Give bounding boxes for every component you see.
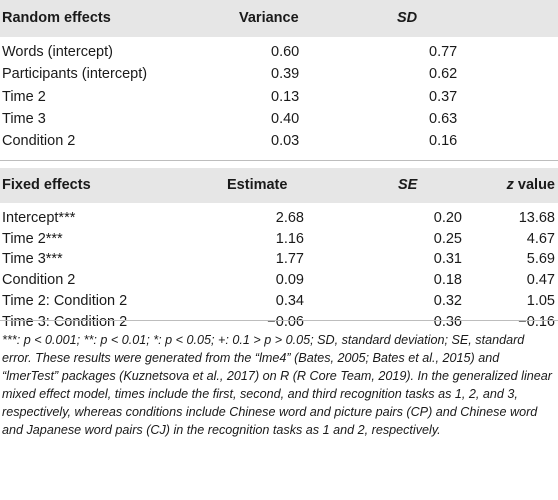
random-effect-name: Time 3	[2, 110, 46, 127]
random-effects-bottom-rule	[0, 160, 558, 161]
estimate-value: 1.16	[275, 230, 304, 247]
random-effect-name: Time 2	[2, 88, 46, 105]
variance-value: 0.60	[271, 44, 300, 60]
random-effects-header-band	[0, 0, 558, 37]
sd-value: 0.63	[429, 110, 458, 127]
random-effect-name: Words (intercept)	[2, 44, 113, 60]
z-value: 5.69	[526, 251, 555, 268]
fixed-effect-name: Time 2: Condition 2	[2, 292, 128, 309]
sd-value: 0.62	[429, 66, 458, 83]
estimate-header: Estimate	[227, 177, 288, 193]
estimate-value: 0.09	[275, 272, 304, 289]
fixed-effect-name: Time 3: Condition 2	[2, 313, 128, 330]
fixed-effect-name: Time 3***	[2, 251, 63, 268]
sd-value: 0.77	[429, 44, 458, 60]
estimate-value: 1.77	[275, 251, 304, 268]
random-effect-name: Participants (intercept)	[2, 66, 148, 83]
z-value: 4.67	[526, 230, 555, 247]
se-value: 0.25	[433, 230, 462, 247]
se-value: 0.20	[433, 210, 462, 226]
variance-value: 0.39	[271, 66, 300, 83]
se-value: 0.31	[433, 251, 462, 268]
se-header: SE	[398, 177, 418, 193]
variance-value: 0.13	[271, 88, 300, 105]
sd-value: 0.37	[429, 88, 458, 105]
z-value: 0.47	[526, 272, 555, 289]
z-value: −0.16	[518, 313, 555, 330]
variance-header: Variance	[239, 10, 299, 26]
se-value: 0.32	[433, 292, 462, 309]
z-value: 1.05	[526, 292, 555, 309]
sd-header: SD	[397, 10, 418, 26]
variance-value: 0.40	[271, 110, 300, 127]
se-value: 0.36	[433, 313, 462, 330]
table-footnote: ***: p < 0.001; **: p < 0.01; *: p < 0.0…	[2, 333, 552, 438]
z-value-header: z value	[506, 177, 555, 193]
fixed-effects-header-band	[0, 168, 558, 203]
fixed-effect-name: Intercept***	[2, 210, 76, 226]
variance-value: 0.03	[271, 133, 300, 150]
fixed-effect-name: Condition 2	[2, 272, 76, 289]
fixed-effect-name: Time 2***	[2, 230, 63, 247]
z-value: 13.68	[518, 210, 555, 226]
fixed-effects-header: Fixed effects	[2, 177, 91, 193]
random-effect-name: Condition 2	[2, 133, 76, 150]
estimate-value: 2.68	[275, 210, 304, 226]
random-effects-header: Random effects	[2, 10, 111, 26]
se-value: 0.18	[433, 272, 462, 289]
sd-value: 0.16	[429, 133, 458, 150]
fixed-effects-bottom-rule	[0, 320, 558, 321]
estimate-value: −0.06	[267, 313, 304, 330]
estimate-value: 0.34	[275, 292, 304, 309]
